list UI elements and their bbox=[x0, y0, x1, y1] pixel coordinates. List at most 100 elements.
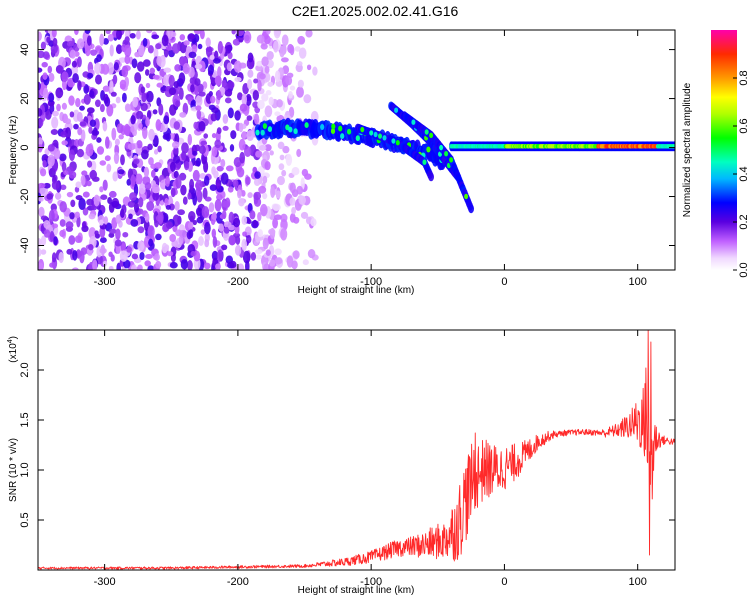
spectrogram-cell bbox=[268, 228, 276, 235]
spectrogram-cell bbox=[135, 110, 144, 120]
spectrogram-cell bbox=[72, 249, 78, 261]
spectrogram-cell bbox=[155, 119, 162, 131]
spectrogram-cell bbox=[182, 102, 189, 115]
spectrogram-cell bbox=[257, 79, 262, 92]
spectrogram-x-axis: -300 -200 -100 0 100 bbox=[94, 30, 647, 288]
spectrogram-cell bbox=[99, 237, 107, 244]
spectrogram-heatmap bbox=[38, 30, 675, 270]
colorbar-axis: 0.0 0.2 0.4 0.6 0.8 bbox=[733, 70, 750, 278]
spectrogram-cell bbox=[85, 143, 94, 157]
spectrogram-cell bbox=[126, 178, 132, 186]
spectrogram-cell bbox=[253, 191, 262, 201]
spectrogram-cell bbox=[231, 30, 236, 35]
spectrogram-cell bbox=[272, 203, 281, 212]
spectrogram-cell bbox=[140, 86, 146, 94]
spectrogram-cell bbox=[281, 34, 289, 46]
spectrogram-cell bbox=[212, 236, 218, 248]
spectrogram-cell bbox=[289, 45, 295, 56]
spectrogram-cell bbox=[145, 90, 154, 103]
spectrogram-cell bbox=[79, 121, 87, 127]
spectrogram-cell bbox=[273, 40, 279, 53]
spectrogram-cell bbox=[378, 133, 382, 139]
spectrogram-cell bbox=[241, 131, 247, 140]
spectrogram-cell bbox=[137, 240, 145, 252]
spectrogram-cell bbox=[195, 105, 202, 111]
spectrogram-cell bbox=[256, 60, 264, 67]
spectrogram-cell bbox=[208, 104, 216, 111]
spectrogram-cell bbox=[230, 130, 237, 140]
spectrogram-cell bbox=[264, 144, 272, 152]
spectrogram-cell bbox=[116, 123, 124, 134]
spectrogram-cell bbox=[145, 117, 150, 127]
spectrogram-cell bbox=[55, 87, 64, 99]
spectrogram-cell bbox=[43, 229, 51, 238]
spectrogram-cell bbox=[394, 107, 399, 113]
spectrogram-cell bbox=[38, 81, 41, 91]
spectrogram-cell bbox=[131, 253, 139, 260]
spectrogram-cell bbox=[156, 82, 164, 88]
spectrogram-cell bbox=[210, 95, 216, 104]
spectrogram-cell bbox=[79, 105, 85, 111]
spectrogram-cell bbox=[41, 61, 48, 68]
spectrogram-cell bbox=[102, 38, 109, 45]
spectrogram-cell bbox=[108, 228, 117, 234]
spectrogram-y-axis: -40 -20 0 20 40 bbox=[19, 43, 675, 253]
spectrogram-cell bbox=[168, 87, 177, 96]
spectrogram-cell bbox=[195, 179, 203, 192]
spectrogram-cell bbox=[424, 129, 429, 135]
spectrogram-cell bbox=[253, 78, 259, 84]
spectrogram-cell bbox=[148, 238, 154, 247]
spectrogram-cell bbox=[38, 182, 46, 189]
spectrogram-cell bbox=[225, 165, 234, 172]
spectrogram-cell bbox=[237, 92, 243, 101]
spectrogram-cell bbox=[59, 219, 66, 227]
spectrogram-cell bbox=[211, 250, 219, 261]
spectrogram-cell bbox=[293, 216, 300, 224]
spectrogram-cell bbox=[291, 167, 300, 176]
spectrogram-cell bbox=[223, 226, 230, 234]
spectrogram-cell bbox=[148, 128, 155, 141]
spectrogram-cell bbox=[241, 93, 248, 106]
spectrogram-cell bbox=[229, 260, 237, 269]
spectrogram-cell bbox=[195, 157, 201, 167]
spectrogram-cell bbox=[104, 96, 111, 107]
spectrogram-cell bbox=[229, 144, 235, 152]
spectrogram-cell bbox=[260, 129, 265, 136]
spectrogram-cell bbox=[247, 78, 253, 90]
spectrogram-cell bbox=[247, 192, 253, 199]
spectrogram-cell bbox=[468, 204, 475, 214]
spectrogram-cell bbox=[147, 45, 154, 54]
spectrogram-cell bbox=[68, 95, 75, 106]
spectrogram-cell bbox=[194, 78, 201, 86]
spectrogram-cell bbox=[222, 125, 229, 131]
spectrogram-cell bbox=[269, 150, 274, 156]
spectrogram-cell bbox=[201, 206, 210, 218]
spectrogram-cell bbox=[113, 151, 120, 165]
spectrogram-cell bbox=[105, 30, 111, 35]
spectrogram-cell bbox=[172, 43, 180, 54]
spectrogram-cell bbox=[262, 237, 269, 250]
spectrogram-cell bbox=[96, 137, 102, 143]
snr-scale-exponent: 4 bbox=[7, 339, 14, 343]
spectrogram-cell bbox=[189, 178, 195, 191]
spectrogram-cell bbox=[241, 215, 248, 225]
snr-y-tick-label: 1.0 bbox=[19, 462, 31, 477]
snr-y-tick-label: 2.0 bbox=[19, 362, 31, 377]
spectrogram-cell bbox=[228, 224, 235, 231]
spectrogram-cell bbox=[194, 63, 203, 70]
spectrogram-cell bbox=[154, 253, 160, 261]
spectrogram-cell bbox=[38, 108, 43, 117]
spectrogram-cell bbox=[280, 227, 288, 241]
spectrogram-cell bbox=[61, 161, 67, 172]
spectrogram-cell bbox=[228, 211, 235, 225]
spectrogram-cell bbox=[109, 44, 114, 57]
spectrogram-cell bbox=[86, 198, 94, 206]
spectrogram-cell bbox=[152, 74, 160, 80]
spectrogram-cell bbox=[107, 62, 115, 75]
spectrogram-x-tick-label: -100 bbox=[360, 276, 382, 288]
spectrogram-cell bbox=[138, 122, 143, 130]
spectrogram-cell bbox=[136, 140, 143, 149]
spectrogram-cell bbox=[429, 132, 434, 138]
spectrogram-x-tick-label: -300 bbox=[94, 276, 116, 288]
